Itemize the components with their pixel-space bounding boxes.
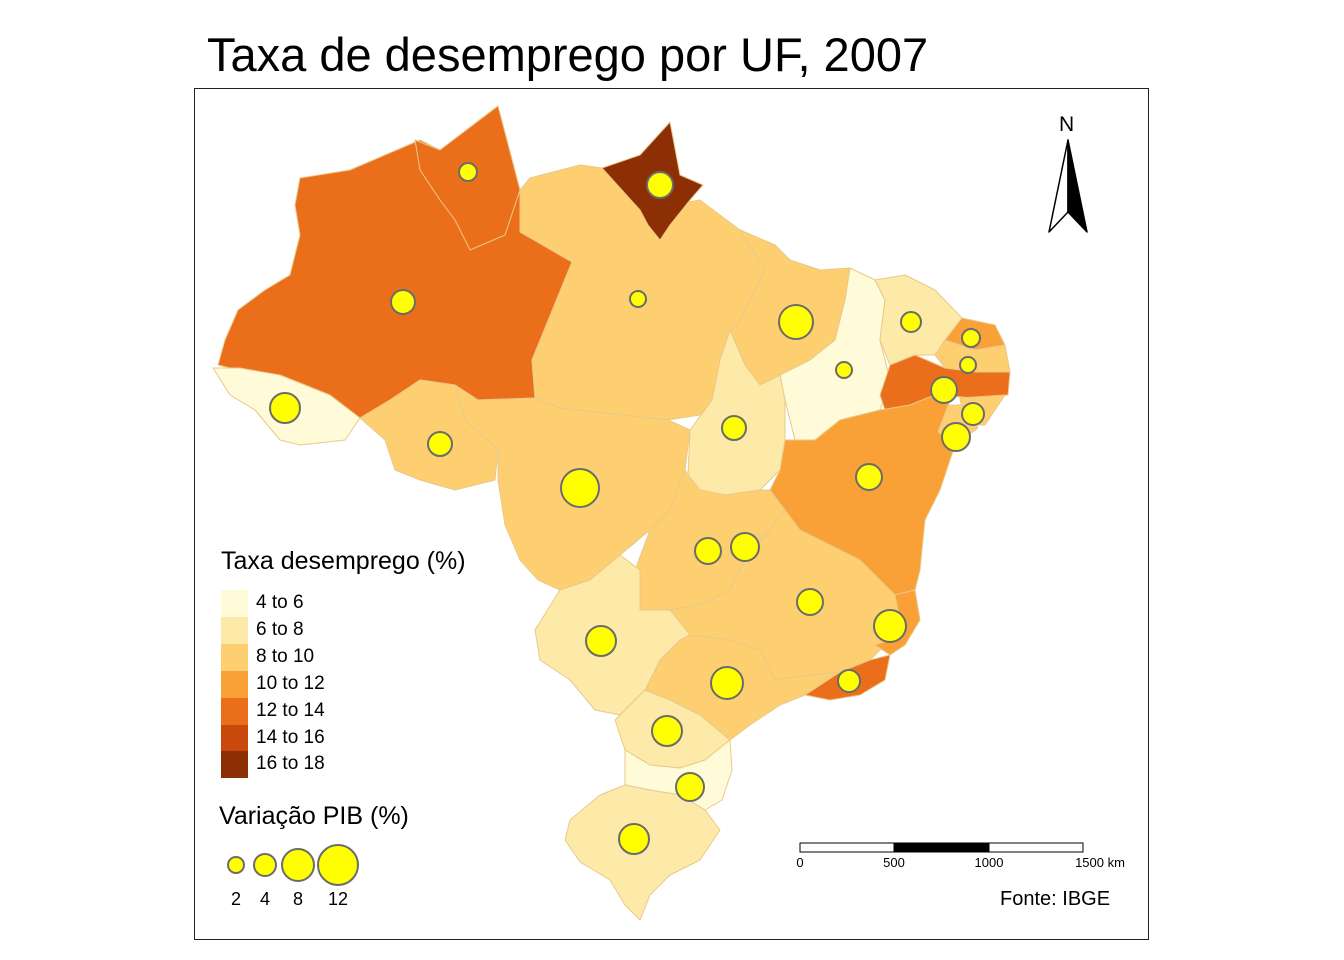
gdp-bubble-rio-de-janeiro[interactable] [837,669,861,693]
gdp-bubble-minas-gerais[interactable] [796,588,824,616]
gdp-bubble-amazonas[interactable] [390,289,416,315]
north-arrow-icon [1048,139,1088,233]
gdp-bubble-roraima[interactable] [458,162,478,182]
legend-class-label: 8 to 10 [256,646,315,667]
gdp-bubble-rondonia[interactable] [427,431,453,457]
gdp-bubble-ceara[interactable] [900,311,922,333]
gdp-bubble-rio-grande-do-sul[interactable] [618,823,650,855]
gdp-bubble-alagoas[interactable] [961,402,985,426]
bubble-legend-12 [317,844,359,886]
gdp-bubble-goias[interactable] [694,537,722,565]
legend-class-2: 6 to 8 [221,617,421,644]
legend-class-label: 12 to 14 [256,700,325,721]
bubble-legend-4 [253,853,277,877]
legend-class-1: 4 to 6 [221,590,421,617]
legend-class-5: 12 to 14 [221,698,421,725]
gdp-bubble-mato-grosso[interactable] [560,468,600,508]
bubble-legend-label: 8 [292,889,304,909]
gdp-bubble-sao-paulo[interactable] [710,666,744,700]
bubble-legend-2 [227,856,245,874]
gdp-bubble-acre[interactable] [269,392,301,424]
legend-swatch [221,644,248,671]
gdp-bubble-mato-grosso-do-sul[interactable] [585,625,617,657]
north-label: N [1059,113,1075,136]
legend-class-6: 14 to 16 [221,725,421,752]
map-frame [194,88,1149,940]
legend-class-7: 16 to 18 [221,751,421,778]
gdp-bubble-sergipe[interactable] [941,422,971,452]
source-note: Fonte: IBGE [1000,888,1111,910]
gdp-bubble-distrito-federal[interactable] [730,532,760,562]
choropleth-legend-title: Taxa desemprego (%) [221,547,466,575]
bubble-legend-label: 2 [230,889,242,909]
gdp-bubble-maranhao[interactable] [778,304,814,340]
bubble-legend-8 [281,848,315,882]
scale-bar-label: 500 [883,855,905,870]
state-rondonia[interactable] [359,379,499,491]
state-amazonas[interactable] [217,105,573,419]
bubble-legend-title: Variação PIB (%) [219,802,409,830]
gdp-bubble-paraiba[interactable] [959,356,977,374]
legend-swatch [221,590,248,617]
legend-swatch [221,698,248,725]
bubble-legend-label: 4 [259,889,271,909]
scale-bar [799,842,1084,853]
scale-bar-label: 1500 km [1075,855,1125,870]
gdp-bubble-tocantins[interactable] [721,415,747,441]
scale-bar-label: 1000 [974,855,1004,870]
legend-swatch [221,751,248,778]
bubble-legend-label: 12 [327,889,349,909]
legend-class-label: 16 to 18 [256,753,325,774]
legend-swatch [221,671,248,698]
gdp-bubble-pernambuco[interactable] [930,376,958,404]
legend-swatch [221,617,248,644]
legend-class-4: 10 to 12 [221,671,421,698]
legend-class-label: 6 to 8 [256,619,304,640]
gdp-bubble-bahia[interactable] [855,463,883,491]
gdp-bubble-santa-catarina[interactable] [675,772,705,802]
map-title: Taxa de desemprego por UF, 2007 [207,28,929,81]
gdp-bubble-piaui[interactable] [835,361,853,379]
legend-class-3: 8 to 10 [221,644,421,671]
legend-class-label: 14 to 16 [256,727,325,748]
legend-class-label: 10 to 12 [256,673,325,694]
gdp-bubble-espirito-santo[interactable] [873,609,907,643]
legend-swatch [221,725,248,752]
gdp-bubble-amapa[interactable] [646,171,674,199]
gdp-bubble-rio-grande-do-norte[interactable] [961,328,981,348]
legend-class-label: 4 to 6 [256,592,304,613]
gdp-bubble-para[interactable] [629,290,647,308]
scale-bar-label: 0 [796,855,804,870]
gdp-bubble-parana[interactable] [651,715,683,747]
